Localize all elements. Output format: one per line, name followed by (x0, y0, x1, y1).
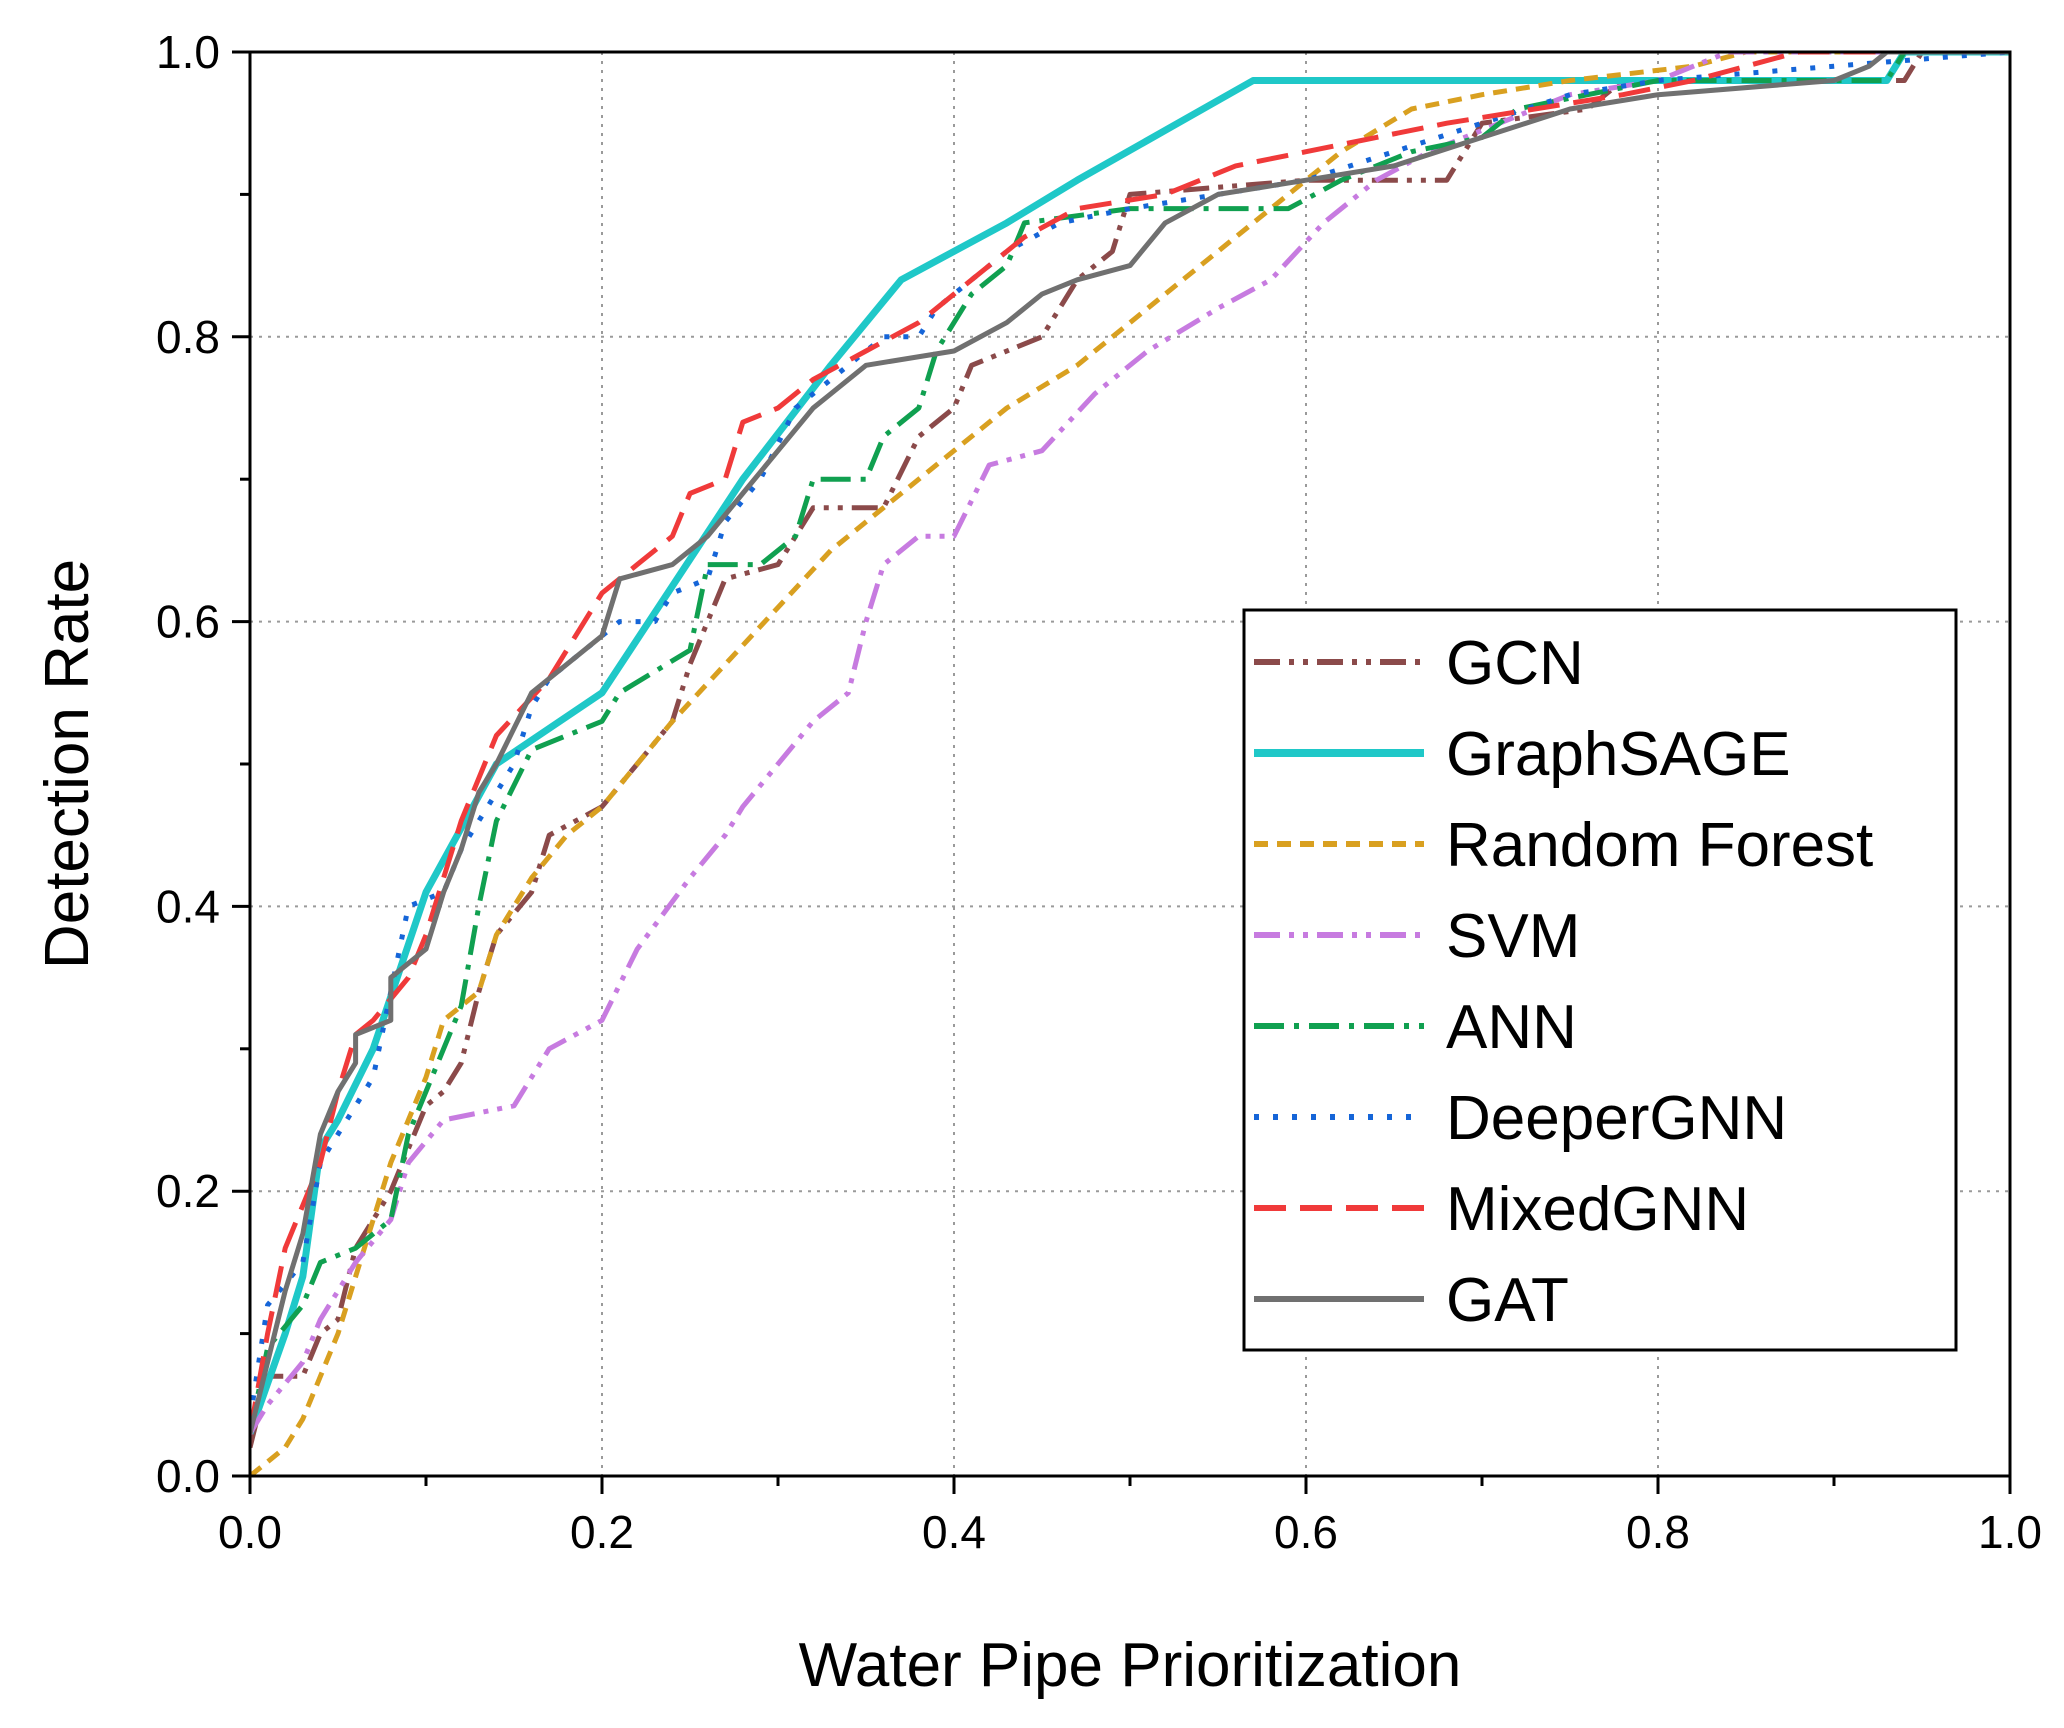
y-tick-label: 1.0 (156, 26, 220, 78)
legend-label-svm: SVM (1446, 902, 1580, 971)
y-tick-label: 0.0 (156, 1450, 220, 1502)
series-line-gat (250, 52, 2010, 1434)
series-line-random-forest (250, 52, 2010, 1476)
legend-box (1242, 608, 1958, 1352)
x-tick-label: 0.2 (570, 1506, 634, 1558)
y-tick-label: 0.8 (156, 311, 220, 363)
series-line-ann (250, 52, 2010, 1434)
legend-label-random-forest: Random Forest (1446, 811, 1873, 880)
legend-label-deepergnn: DeeperGNN (1446, 1084, 1787, 1153)
x-tick-label: 0.8 (1626, 1506, 1690, 1558)
legend-label-gat: GAT (1446, 1266, 1569, 1335)
x-tick-label: 0.6 (1274, 1506, 1338, 1558)
legend-label-mixedgnn: MixedGNN (1446, 1175, 1749, 1244)
x-tick-label: 0.0 (218, 1506, 282, 1558)
x-tick-label: 1.0 (1978, 1506, 2042, 1558)
y-tick-label: 0.2 (156, 1165, 220, 1217)
legend: GCN GraphSAGE Random Forest SVM ANN DeeperGNN… (1242, 608, 1958, 1352)
legend-label-gcn: GCN (1446, 629, 1584, 698)
y-tick-label: 0.4 (156, 880, 220, 932)
y-axis-title: Detection Rate (33, 559, 102, 969)
series-line-svm (250, 52, 2010, 1435)
legend-label-ann: ANN (1446, 993, 1577, 1062)
series-lines (250, 52, 2010, 1476)
x-tick-label: 0.4 (922, 1506, 986, 1558)
legend-label-graphsage: GraphSAGE (1446, 720, 1791, 789)
series-line-graphsage (250, 52, 2010, 1435)
y-tick-label: 0.6 (156, 596, 220, 648)
axis-ticks: 0.0 0.2 0.4 0.6 0.8 1.0 0.0 0.2 0.4 0.6 0.8 1.0 (156, 26, 2042, 1558)
x-axis-title: Water Pipe Prioritization (799, 1631, 1462, 1700)
